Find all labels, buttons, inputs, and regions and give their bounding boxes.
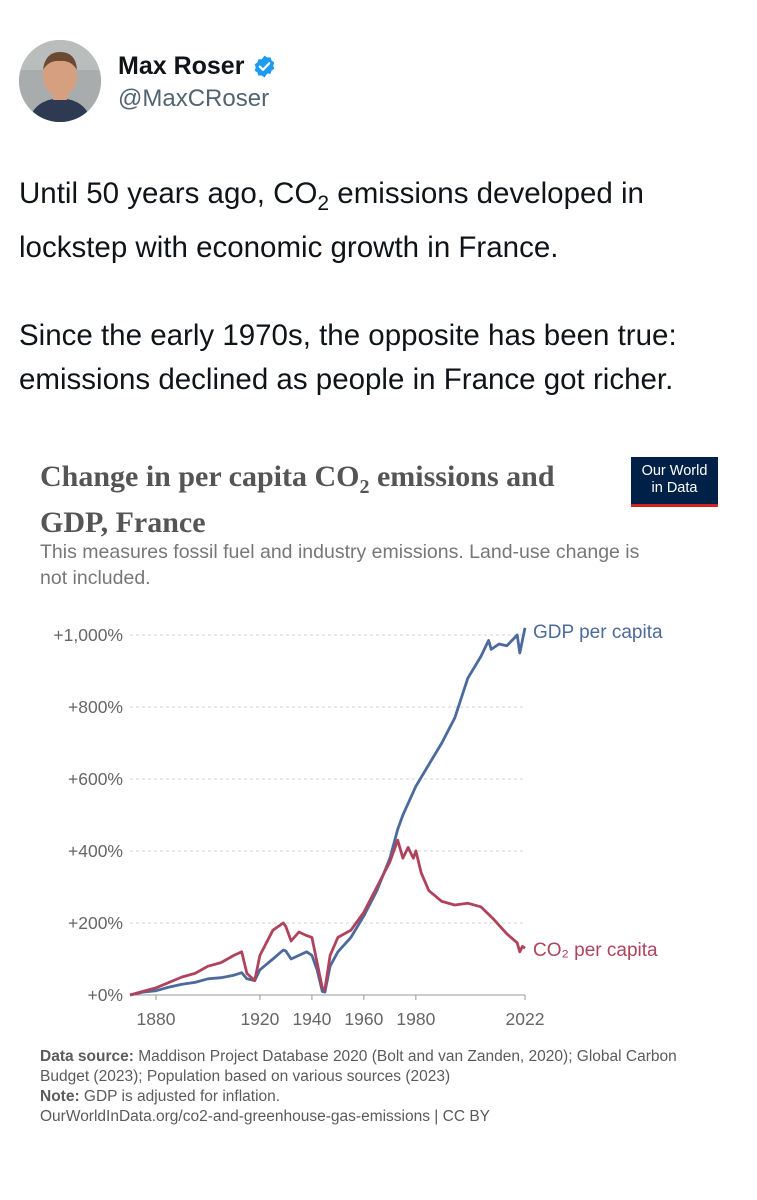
author-name[interactable]: Max Roser — [118, 52, 245, 80]
chart-subtitle: This measures fossil fuel and industry e… — [40, 541, 640, 589]
chart-title-part: Change in per capita CO — [40, 460, 360, 493]
y-tick-label: +0% — [87, 985, 123, 1005]
owid-logo-line2: in Data — [651, 480, 698, 496]
x-tick-label: 2022 — [506, 1009, 545, 1029]
avatar[interactable] — [19, 40, 101, 122]
y-axis-labels: +0% +200% +400% +600% +800% +1,000% — [53, 625, 123, 1005]
chart-title: Change in per capita CO2 emissions and G… — [40, 459, 600, 541]
inflation-note: Note: GDP is adjusted for inflation. — [40, 1087, 730, 1107]
tweet-subscript: 2 — [317, 191, 330, 215]
x-tick-label: 1980 — [396, 1009, 435, 1029]
tweet-paragraph-2: Since the early 1970s, the opposite has … — [19, 318, 677, 396]
x-tick-label: 1960 — [344, 1009, 383, 1029]
tweet-text-part: emissions developed in lockstep with eco… — [19, 177, 644, 264]
series-label: CO₂ per capita — [533, 940, 658, 961]
verified-badge-icon — [255, 55, 275, 78]
gdp-per-capita-line — [129, 627, 527, 997]
x-tick-label: 1920 — [240, 1009, 279, 1029]
chart-footer: Data source: Maddison Project Database 2… — [40, 1047, 730, 1127]
x-tick-label: 1880 — [137, 1009, 176, 1029]
note-label: Note: — [40, 1088, 80, 1105]
series-label: GDP per capita — [533, 622, 663, 643]
line-chart: +0%+200%+400%+600%+800%+1,000% 1880 1920 1… — [53, 622, 663, 1029]
owid-logo[interactable]: Our World in Data — [631, 457, 718, 507]
series-labels: GDP per capita CO₂ per capita — [533, 622, 663, 961]
owid-logo-line1: Our World — [641, 463, 708, 479]
source-text: Maddison Project Database 2020 (Bolt and… — [40, 1048, 677, 1085]
author-handle[interactable]: @MaxCRoser — [118, 85, 270, 112]
y-tick-label: +400% — [68, 841, 123, 861]
note-text: GDP is adjusted for inflation. — [83, 1088, 281, 1105]
tweet-text-part: Until 50 years ago, CO — [19, 177, 318, 210]
chart-series — [129, 627, 527, 997]
source-note: Data source: Maddison Project Database 2… — [40, 1047, 730, 1087]
chart-title-subscript: 2 — [359, 476, 370, 498]
x-tick-label: 1940 — [292, 1009, 331, 1029]
author-row: Max Roser — [118, 52, 277, 81]
y-tick-label: +800% — [68, 697, 123, 717]
chart-title-part: emissions and GDP, France — [40, 460, 555, 539]
source-url[interactable]: OurWorldInData.org/co2-and-greenhouse-ga… — [40, 1108, 490, 1125]
tweet-paragraph-1: Until 50 years ago, CO2 emissions develo… — [19, 172, 744, 270]
source-label: Data source: — [40, 1048, 134, 1065]
y-tick-label: +1,000% — [53, 625, 123, 645]
avatar-image — [19, 40, 101, 122]
tweet-text: Until 50 years ago, CO2 emissions develo… — [19, 172, 744, 402]
y-tick-label: +600% — [68, 769, 123, 789]
co2-per-capita-line — [129, 838, 526, 997]
y-tick-label: +200% — [68, 913, 123, 933]
x-axis: 1880 1920 1940 1960 1980 2022 — [130, 994, 545, 1029]
chart-grid — [130, 634, 525, 996]
